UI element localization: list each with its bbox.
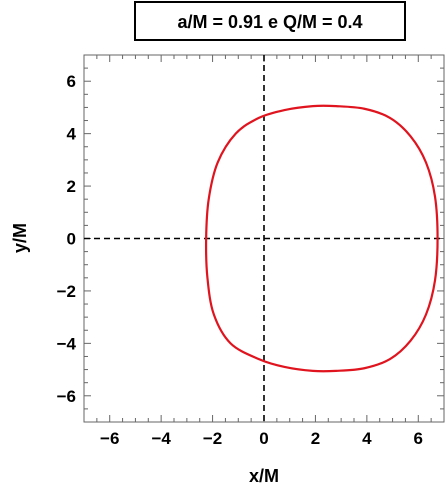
x-tick-label: −2 [203,429,222,448]
x-tick-label: 0 [259,429,268,448]
y-tick-label: 0 [67,230,76,249]
shadow-contour-curve [204,104,439,373]
x-tick-label: −4 [151,429,171,448]
ticks [83,54,445,423]
x-tick-label: 4 [362,429,372,448]
x-tick-label: 6 [414,429,423,448]
title-box: a/M = 0.91 e Q/M = 0.4 [134,1,406,41]
y-axis-title: y/M [10,223,30,253]
y-tick-label: 4 [67,125,77,144]
x-tick-label: −6 [100,429,119,448]
y-tick-label: −6 [57,387,76,406]
series-layer [204,104,439,373]
x-tick-label: 2 [311,429,320,448]
reference-lines [84,55,444,422]
y-tick-label: −4 [57,334,77,353]
y-tick-label: −2 [57,282,76,301]
y-tick-label: 6 [67,72,76,91]
chart-title: a/M = 0.91 e Q/M = 0.4 [177,12,362,32]
tick-labels: −6 −4 −2 0 2 4 6 −6 −4 −2 0 2 4 6 [57,72,423,448]
title-frame [134,1,406,41]
y-tick-label: 2 [67,177,76,196]
x-axis-title: x/M [249,466,279,486]
